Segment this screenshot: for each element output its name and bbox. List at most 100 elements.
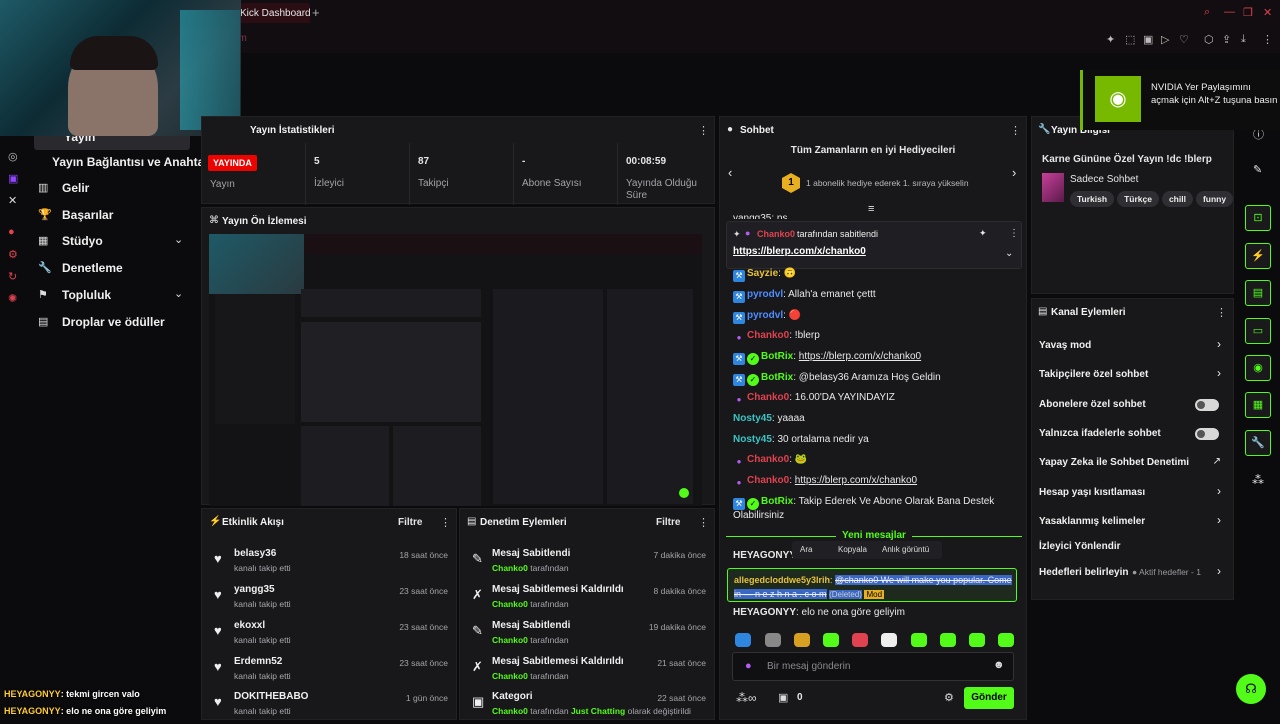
sidebar-item-studio[interactable]: Stüdyo xyxy=(62,234,103,248)
chevron-left-icon[interactable]: ‹ xyxy=(728,165,733,180)
settings-icon[interactable]: ⚙ xyxy=(8,249,18,261)
unpin-icon[interactable]: ✦ xyxy=(979,228,987,238)
emote-icon[interactable] xyxy=(911,633,927,647)
chevron-down-icon[interactable]: ⌄ xyxy=(174,288,184,300)
broadcast-icon[interactable]: ◉ xyxy=(1245,355,1271,381)
cog-icon[interactable]: ✺ xyxy=(8,293,18,305)
more-icon[interactable]: ⋮ xyxy=(698,125,709,137)
download-icon[interactable]: ⤓ xyxy=(1241,33,1246,45)
emote-icon[interactable] xyxy=(852,633,868,647)
stream-preview-video[interactable] xyxy=(209,234,702,506)
filter-button[interactable]: Filtre xyxy=(656,517,681,528)
x-icon[interactable]: ✕ xyxy=(8,195,18,207)
maximize-icon[interactable]: ❐ xyxy=(1243,7,1253,19)
send-button[interactable]: Gönder xyxy=(964,687,1014,709)
sidebar-item-stream-key[interactable]: Yayın Bağlantısı ve Anahtarı xyxy=(52,155,213,169)
sidebar-item-revenue[interactable]: Gelir xyxy=(62,181,90,195)
chat-message: ● Chanko0: https://blerp.com/x/chanko0 xyxy=(736,475,918,487)
minimize-icon[interactable]: — xyxy=(1224,6,1235,18)
action-banned-words[interactable]: Yasaklanmış kelimeler xyxy=(1039,516,1146,527)
sidebar-item-community[interactable]: Topluluk xyxy=(62,288,112,302)
chevron-right-icon[interactable]: › xyxy=(1012,165,1017,180)
pin-icon[interactable]: ✦ xyxy=(1106,34,1116,46)
rank-badge: 1 xyxy=(782,173,800,193)
pencil-icon[interactable]: ✎ xyxy=(1253,164,1263,176)
chevron-right-icon[interactable]: › xyxy=(1217,484,1221,498)
sidebar-item-moderation[interactable]: Denetleme xyxy=(62,261,123,275)
sidebar-item-achievements[interactable]: Başarılar xyxy=(62,208,114,222)
emote-icon[interactable] xyxy=(940,633,956,647)
sidebar-item-drops[interactable]: Droplar ve ödüller xyxy=(62,315,165,329)
action-slow-mode[interactable]: Yavaş mod xyxy=(1039,340,1092,351)
filter-button[interactable]: Filtre xyxy=(398,517,423,528)
chevron-right-icon[interactable]: › xyxy=(1217,337,1221,351)
share-icon[interactable]: ⇪ xyxy=(1222,34,1232,46)
more-icon[interactable]: ⋮ xyxy=(1216,307,1227,319)
action-ai-moderation[interactable]: Yapay Zeka ile Sohbet Denetimi xyxy=(1039,457,1190,468)
emote-only-toggle[interactable] xyxy=(1195,428,1219,440)
emote-icon[interactable] xyxy=(823,633,839,647)
extension-icon[interactable]: ⬡ xyxy=(1204,34,1214,46)
emoji-icon[interactable]: ☻ xyxy=(993,659,1005,671)
play-icon[interactable]: ▷ xyxy=(1161,34,1170,46)
scroll-down-icon[interactable]: ≡ xyxy=(868,203,875,215)
more-icon[interactable]: ⋮ xyxy=(698,517,709,529)
pinned-message[interactable]: ✦ ● Chanko0 tarafından sabitlendi ✦ ⋮ ht… xyxy=(726,221,1022,269)
document-icon[interactable]: ▤ xyxy=(1245,280,1271,306)
screenshot-icon[interactable]: ⬚ xyxy=(1125,34,1136,46)
new-tab-button[interactable]: + xyxy=(312,5,320,20)
pinned-link[interactable]: https://blerp.com/x/chanko0 xyxy=(733,246,866,257)
emote-icon[interactable] xyxy=(765,633,781,647)
emote-icon[interactable] xyxy=(969,633,985,647)
layout-icon[interactable]: ▦ xyxy=(1245,392,1271,418)
emote-icon[interactable] xyxy=(735,633,751,647)
chevron-right-icon[interactable]: › xyxy=(1217,366,1221,380)
nodes-icon[interactable]: ⁂ xyxy=(1252,473,1264,487)
record-icon[interactable]: ● xyxy=(8,226,15,238)
stat-followers: 87 Takipçi xyxy=(410,143,514,205)
emote-icon[interactable] xyxy=(998,633,1014,647)
action-goals[interactable]: Hedefleri belirleyin xyxy=(1039,567,1129,578)
heart-icon: ♥ xyxy=(214,551,222,566)
menu-icon[interactable]: ⋮ xyxy=(1262,34,1273,46)
settings-icon[interactable]: ⚙ xyxy=(944,692,954,704)
action-raid[interactable]: İzleyici Yönlendir xyxy=(1039,541,1121,552)
emote-icon[interactable] xyxy=(881,633,897,647)
more-icon[interactable]: ⋮ xyxy=(440,517,451,529)
menu-item-snapshot[interactable]: Anlık görüntü xyxy=(882,545,930,554)
external-link-icon[interactable]: ↗ xyxy=(1212,456,1221,467)
twitch-icon[interactable]: ▣ xyxy=(8,173,19,185)
gift-icon[interactable]: ▣ xyxy=(778,692,789,704)
close-icon[interactable]: ✕ xyxy=(1263,7,1273,19)
action-followers-only[interactable]: Takipçilere özel sohbet xyxy=(1039,369,1149,380)
support-icon[interactable]: ☊ xyxy=(1236,674,1266,704)
unpin-icon: ✗ xyxy=(472,587,483,602)
selected-message[interactable]: allegedcloddwe5y3lrih: @chanko0 We will … xyxy=(727,568,1017,602)
new-messages-divider: Yeni mesajlar xyxy=(836,530,912,541)
browser-tab[interactable]: Kick Dashboard xyxy=(232,3,310,23)
heart-icon[interactable]: ♡ xyxy=(1179,34,1189,46)
more-icon[interactable]: ⋮ xyxy=(1009,228,1019,239)
left-rail: ◎ ▣ ✕ ● ⚙ ↻ ✺ xyxy=(0,136,28,586)
wrench-icon[interactable]: 🔧 xyxy=(1245,430,1271,456)
globe-icon[interactable]: ◎ xyxy=(8,151,18,163)
chat-icon[interactable]: ▭ xyxy=(1245,318,1271,344)
menu-item-copy[interactable]: Kopyala xyxy=(838,545,867,554)
more-icon[interactable]: ⋮ xyxy=(1010,125,1021,137)
chevron-down-icon[interactable]: ⌄ xyxy=(174,234,184,246)
emote-icon[interactable] xyxy=(794,633,810,647)
chevron-right-icon[interactable]: › xyxy=(1217,564,1221,578)
search-icon[interactable]: ⌕ xyxy=(1204,6,1211,18)
bolt-icon[interactable]: ⚡ xyxy=(1245,243,1271,269)
chevron-right-icon[interactable]: › xyxy=(1217,513,1221,527)
action-account-age[interactable]: Hesap yaşı kısıtlaması xyxy=(1039,487,1146,498)
subscribers-only-toggle[interactable] xyxy=(1195,399,1219,411)
chat-input[interactable]: ● Bir mesaj gönderin ☻ xyxy=(732,652,1014,681)
chevron-down-icon[interactable]: ⌄ xyxy=(1005,248,1014,259)
menu-item-search[interactable]: Ara xyxy=(800,545,813,554)
refresh-icon[interactable]: ↻ xyxy=(8,271,18,283)
capture-icon[interactable]: ⊡ xyxy=(1245,205,1271,231)
window-icon[interactable]: ▣ xyxy=(1143,34,1154,46)
info-icon[interactable]: ⓘ xyxy=(1253,129,1264,141)
infinity-icon[interactable]: ⁂∞ xyxy=(736,691,757,705)
